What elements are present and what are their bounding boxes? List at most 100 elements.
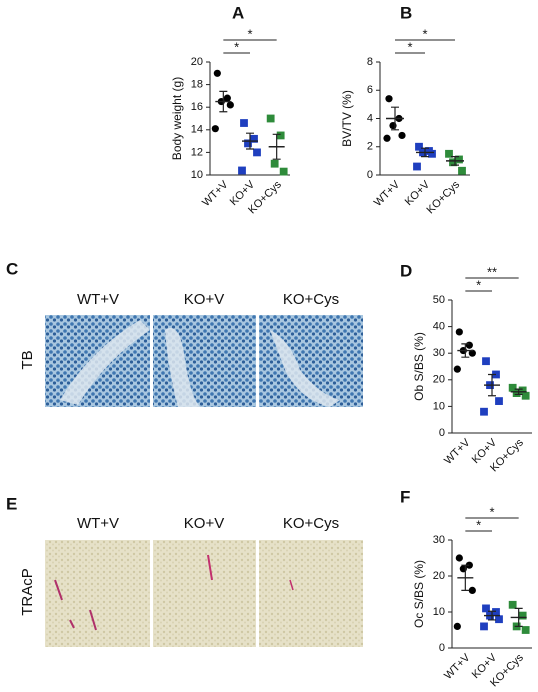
significance-label: **: [487, 264, 497, 279]
y-tick-label: 14: [191, 124, 203, 136]
x-tick-label: WT+V: [442, 651, 473, 682]
column-label: WT+V: [77, 291, 119, 308]
error-bar: [461, 564, 470, 591]
image: [153, 540, 256, 647]
stain: [289, 579, 294, 591]
y-tick-label: 20: [433, 570, 445, 582]
data-point: [253, 148, 261, 157]
data-point: [279, 167, 288, 176]
y-tick-label: 0: [367, 169, 373, 181]
data-point: [458, 166, 466, 175]
data-point: [226, 101, 234, 109]
data-point: [453, 622, 461, 631]
data-point: [266, 114, 275, 123]
data-point: [213, 69, 221, 77]
error-bar: [391, 106, 399, 131]
data-point: [445, 149, 453, 158]
y-tick-label: 20: [191, 56, 203, 68]
data-point: [244, 139, 252, 148]
error-bar: [421, 147, 429, 158]
data-point: [211, 125, 219, 133]
error-bar: [461, 343, 470, 358]
data-point: [482, 357, 490, 366]
image: [45, 540, 150, 647]
significance-label: *: [422, 26, 427, 41]
data-point: [415, 142, 423, 151]
column-label: KO+V: [184, 291, 224, 308]
row-label: TB: [19, 350, 36, 369]
data-point: [223, 94, 231, 102]
data-point: [453, 365, 461, 373]
column-label: KO+V: [184, 515, 224, 532]
stain: [54, 579, 97, 631]
data-point: [521, 626, 530, 634]
x-tick-label: KO+Cys: [425, 178, 463, 216]
y-tick-label: 40: [433, 321, 445, 333]
y-tick-label: 30: [433, 534, 445, 546]
y-tick-label: 0: [439, 642, 445, 654]
data-point: [465, 341, 473, 349]
data-point: [385, 95, 393, 103]
significance-label: *: [476, 517, 481, 532]
data-point: [240, 119, 248, 127]
significance-label: *: [476, 277, 481, 292]
data-point: [428, 149, 436, 158]
y-tick-label: 8: [367, 56, 373, 68]
error-bar: [514, 388, 523, 396]
x-tick-label: WT+V: [442, 436, 473, 467]
x-tick-label: WT+V: [200, 178, 231, 209]
chart-title: A: [232, 3, 244, 22]
y-tick-label: 6: [367, 84, 373, 96]
bone-trabecula: [60, 320, 150, 405]
y-tick-label: 4: [367, 112, 373, 124]
data-point: [495, 397, 503, 405]
data-point: [508, 600, 517, 609]
x-tick-label: WT+V: [372, 178, 403, 209]
stain: [207, 554, 213, 581]
data-point: [276, 131, 285, 140]
chart-title: F: [400, 487, 410, 506]
data-point: [482, 604, 490, 613]
significance-label: *: [234, 39, 239, 54]
y-tick-label: 30: [433, 347, 445, 359]
y-tick-label: 10: [191, 169, 203, 181]
data-point: [398, 131, 406, 140]
chart-title: D: [400, 261, 412, 280]
error-bar: [272, 133, 281, 160]
significance-label: *: [407, 39, 412, 54]
y-axis-label: BV/TV (%): [340, 90, 354, 147]
panel-label: E: [6, 494, 17, 513]
bone-trabecula: [165, 328, 200, 407]
image: [259, 540, 363, 647]
y-tick-label: 16: [191, 101, 203, 113]
y-tick-label: 10: [433, 400, 445, 412]
micrograph-c: C TB WT+V KO+V KO+Cys: [6, 259, 363, 407]
chart-title: B: [400, 3, 412, 22]
y-tick-label: 2: [367, 141, 373, 153]
y-tick-label: 18: [191, 79, 203, 91]
significance-label: *: [489, 504, 494, 519]
y-tick-label: 12: [191, 146, 203, 158]
y-axis-label: Body weight (g): [170, 77, 184, 160]
y-axis-label: Ob S/BS (%): [412, 332, 426, 401]
error-bar: [219, 90, 228, 113]
data-point: [238, 166, 246, 175]
panel-label: C: [6, 259, 18, 278]
data-point: [468, 349, 476, 357]
significance-label: *: [247, 26, 252, 41]
error-bar: [451, 156, 459, 166]
y-tick-label: 10: [433, 606, 445, 618]
data-point: [468, 586, 476, 595]
micrograph-e: E TRAcP WT+V KO+V KO+Cys: [6, 494, 363, 647]
row-label: TRAcP: [19, 568, 36, 616]
data-point: [495, 615, 503, 624]
data-point: [480, 622, 488, 631]
data-point: [455, 328, 463, 336]
data-point: [455, 554, 463, 562]
data-point: [521, 391, 530, 400]
